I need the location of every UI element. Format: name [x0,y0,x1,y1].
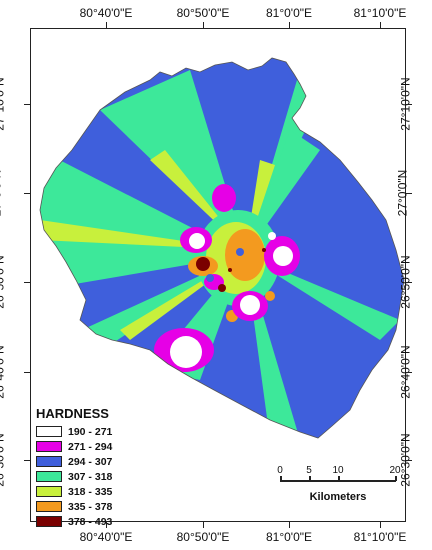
hardness-zones [40,58,404,438]
lon-label-top-3: 81°0'0"E [265,6,313,20]
legend-item: 378 - 493 [36,514,112,529]
legend-swatch [36,456,62,467]
scale-bar-label: 0 [277,465,283,476]
scale-bar-label: 20 [389,465,401,476]
lon-tick [289,522,290,528]
lon-label-bottom-2: 80°50'0"E [176,530,230,544]
lon-tick [106,22,107,28]
legend-item-label: 190 - 271 [68,425,113,438]
lon-label-bottom-4: 81°10'0"E [353,530,407,544]
scale-bar-tick [280,476,282,481]
legend-swatch [36,501,62,512]
lon-label-top-1: 80°40'0"E [79,6,133,20]
lat-label-left-5: 26°30'0"N [0,433,7,487]
lat-tick [406,460,412,461]
legend-swatch [36,441,62,452]
lat-tick [406,372,412,373]
scale-bar-tick [309,476,311,481]
lon-label-top-2: 80°50'0"E [176,6,230,20]
lon-label-bottom-3: 81°0'0"E [265,530,313,544]
lon-label-bottom-1: 80°40'0"E [79,530,133,544]
legend-swatch [36,486,62,497]
legend-title: HARDNESS [36,406,109,421]
lat-tick [406,193,412,194]
lat-tick [24,193,30,194]
lat-label-left-1: 27°10'0"N [0,77,7,131]
legend-item-label: 335 - 378 [68,500,113,513]
legend-item: 271 - 294 [36,439,112,454]
district-boundary [39,57,405,439]
lon-tick [380,22,381,28]
legend-swatch [36,426,62,437]
scale-bar-tick [395,476,397,481]
legend-swatch [36,516,62,527]
legend-item: 318 - 335 [36,484,112,499]
lat-label-left-4: 26°40'0"N [0,345,7,399]
legend-item-label: 307 - 318 [68,470,113,483]
legend-item: 307 - 318 [36,469,112,484]
legend-swatch [36,471,62,482]
scale-bar-tick [338,476,340,481]
legend-items: 190 - 271 271 - 294 294 - 307 307 - 318 318 … [36,424,112,529]
scale-bar-label: 10 [332,465,344,476]
scale-bar-unit: Kilometers [309,491,367,503]
legend-item: 190 - 271 [36,424,112,439]
legend-item-label: 271 - 294 [68,440,113,453]
legend-item-label: 378 - 493 [68,515,113,528]
lon-tick [289,22,290,28]
lon-tick [203,22,204,28]
scale-bar-label: 5 [306,465,312,476]
legend-item: 335 - 378 [36,499,112,514]
legend: HARDNESS 190 - 271 271 - 294 294 - 307 307 … [36,406,112,529]
lat-label-left-3: 26°50'0"N [0,255,7,309]
lat-tick [406,104,412,105]
legend-item-label: 294 - 307 [68,455,113,468]
legend-item: 294 - 307 [36,454,112,469]
lon-tick [203,522,204,528]
lat-label-left-2: 27°0'0"N [0,169,4,217]
lon-tick [106,522,107,528]
lat-tick [24,282,30,283]
lon-tick [380,522,381,528]
lat-tick [406,282,412,283]
lat-tick [24,104,30,105]
lat-tick [24,372,30,373]
lat-tick [24,460,30,461]
legend-item-label: 318 - 335 [68,485,113,498]
lon-label-top-4: 81°10'0"E [353,6,407,20]
